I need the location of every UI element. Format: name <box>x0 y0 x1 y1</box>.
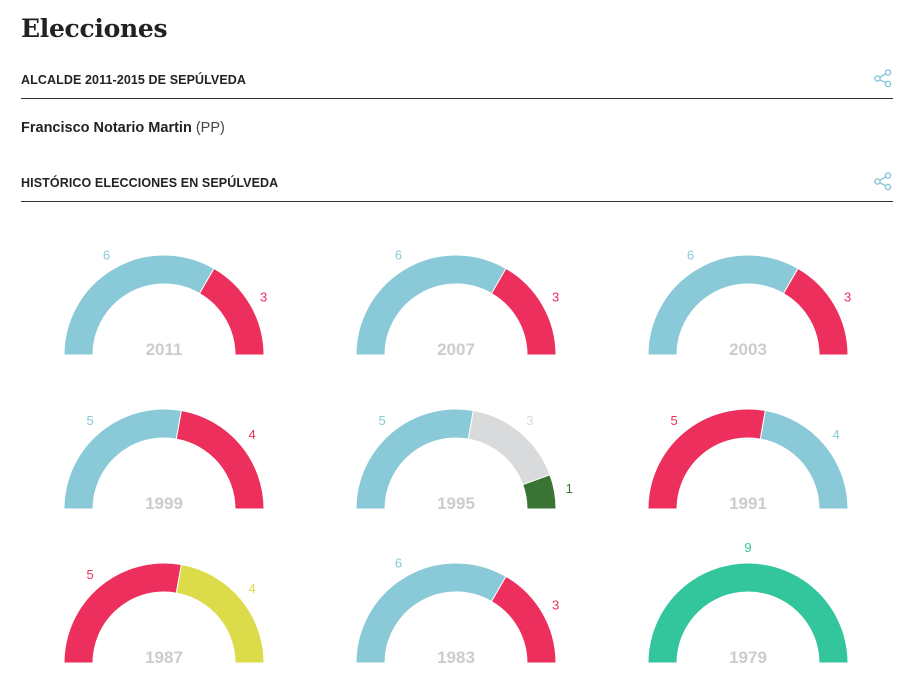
election-chart-1991: 5 4 1991 <box>647 408 849 513</box>
history-section-header: HISTÓRICO ELECCIONES EN SEPÚLVEDA <box>21 169 893 202</box>
year-label: 1987 <box>145 648 183 667</box>
seat-count-label: 4 <box>248 581 255 596</box>
seat-segment <box>175 409 265 510</box>
seat-count-label: 3 <box>526 413 533 428</box>
seat-segment <box>522 474 557 510</box>
seat-count-label: 3 <box>552 598 559 613</box>
seat-count-label: 5 <box>86 567 93 582</box>
seat-segment <box>647 254 799 356</box>
seat-segment <box>355 254 507 356</box>
seat-count-label: 3 <box>552 290 559 305</box>
seat-count-label: 5 <box>670 413 677 428</box>
share-icon[interactable] <box>873 68 893 88</box>
seat-count-label: 1 <box>566 481 573 496</box>
seat-count-label: 6 <box>395 555 402 570</box>
mayor-party: (PP) <box>195 120 225 136</box>
election-chart-1983: 6 3 1983 <box>355 555 559 667</box>
seat-segment <box>198 267 265 356</box>
seat-segment <box>647 408 766 510</box>
seat-segment <box>63 408 182 510</box>
year-label: 1991 <box>729 494 767 513</box>
seat-count-label: 6 <box>103 247 110 262</box>
seat-segment <box>759 409 849 510</box>
mayor-section-header: ALCALDE 2011-2015 DE SEPÚLVEDA <box>21 66 893 99</box>
year-label: 1995 <box>437 494 475 513</box>
election-chart-2007: 6 3 2007 <box>355 247 559 359</box>
seat-segment <box>490 575 557 664</box>
year-label: 2003 <box>729 340 767 359</box>
year-label: 1999 <box>145 494 183 513</box>
election-chart-2011: 6 3 2011 <box>63 247 267 359</box>
year-label: 1983 <box>437 648 475 667</box>
year-label: 2011 <box>146 340 183 359</box>
seat-count-label: 4 <box>248 427 255 442</box>
election-chart-2003: 6 3 2003 <box>647 247 851 359</box>
page-title: Elecciones <box>21 14 168 43</box>
seat-count-label: 6 <box>395 247 402 262</box>
seat-segment <box>175 563 265 664</box>
seat-segment <box>467 409 551 486</box>
election-chart-1995: 5 3 1 1995 <box>355 408 573 513</box>
year-label: 1979 <box>729 648 767 667</box>
seat-count-label: 5 <box>86 413 93 428</box>
seat-count-label: 9 <box>744 540 751 555</box>
seat-count-label: 5 <box>378 413 385 428</box>
seat-count-label: 4 <box>832 427 839 442</box>
seat-segment <box>490 267 557 356</box>
seat-count-label: 3 <box>260 290 267 305</box>
election-chart-1999: 5 4 1999 <box>63 408 265 513</box>
year-label: 2007 <box>437 340 475 359</box>
seat-segment <box>355 408 474 510</box>
seat-count-label: 3 <box>844 290 851 305</box>
share-icon[interactable] <box>873 171 893 191</box>
mayor-name: Francisco Notario Martin <box>21 120 192 136</box>
seat-segment <box>63 562 182 664</box>
seat-count-label: 6 <box>687 247 694 262</box>
history-section-heading: HISTÓRICO ELECCIONES EN SEPÚLVEDA <box>21 176 279 190</box>
mayor-section-heading: ALCALDE 2011-2015 DE SEPÚLVEDA <box>21 73 247 87</box>
election-chart-1979: 9 1979 <box>647 540 849 667</box>
seat-segment <box>782 267 849 356</box>
mayor-info: Francisco Notario Martin (PP) <box>21 120 225 136</box>
seat-segment <box>647 562 849 664</box>
seat-segment <box>63 254 215 356</box>
seat-segment <box>355 562 507 664</box>
election-chart-1987: 5 4 1987 <box>63 562 265 667</box>
